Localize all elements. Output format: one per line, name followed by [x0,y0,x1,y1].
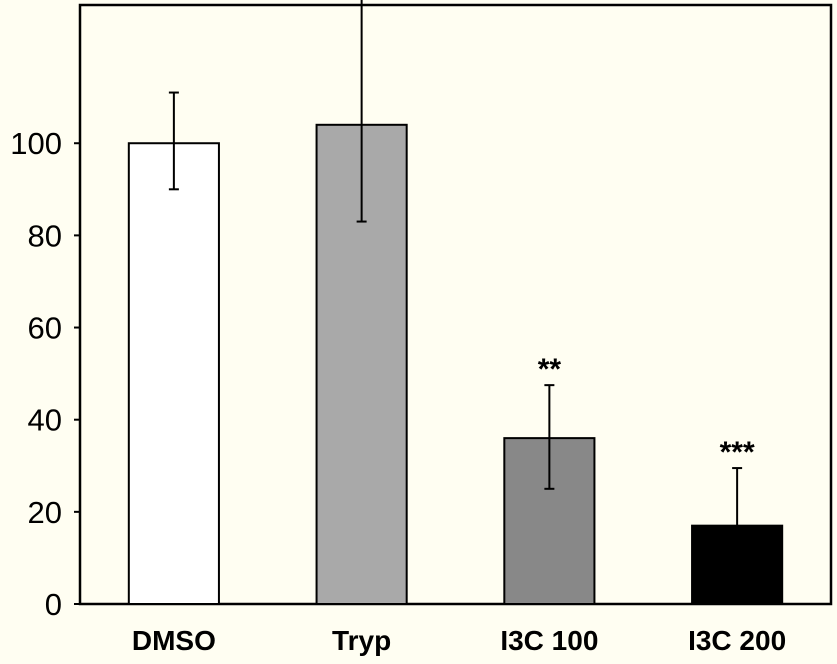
x-category-label: DMSO [132,625,216,656]
y-tick-label: 80 [28,218,62,253]
x-category-label: I3C 100 [500,625,598,656]
x-category-label: I3C 200 [688,625,786,656]
significance-label: *** [720,436,755,469]
bar [315,123,408,606]
y-tick-label: 40 [28,403,62,438]
y-tick-label: 0 [45,587,62,622]
bar [691,524,784,606]
bar [127,142,220,605]
y-tick-label: 60 [28,311,62,346]
significance-label: ** [538,353,562,386]
y-tick-label: 20 [28,495,62,530]
plot-area: 0 20 40 60 80 100 DMSO Tryp ** I3C 100 *** I3C 200 [10,0,833,656]
plot-frame [78,3,833,606]
y-tick-label: 100 [10,126,62,161]
x-category-label: Tryp [332,625,391,656]
